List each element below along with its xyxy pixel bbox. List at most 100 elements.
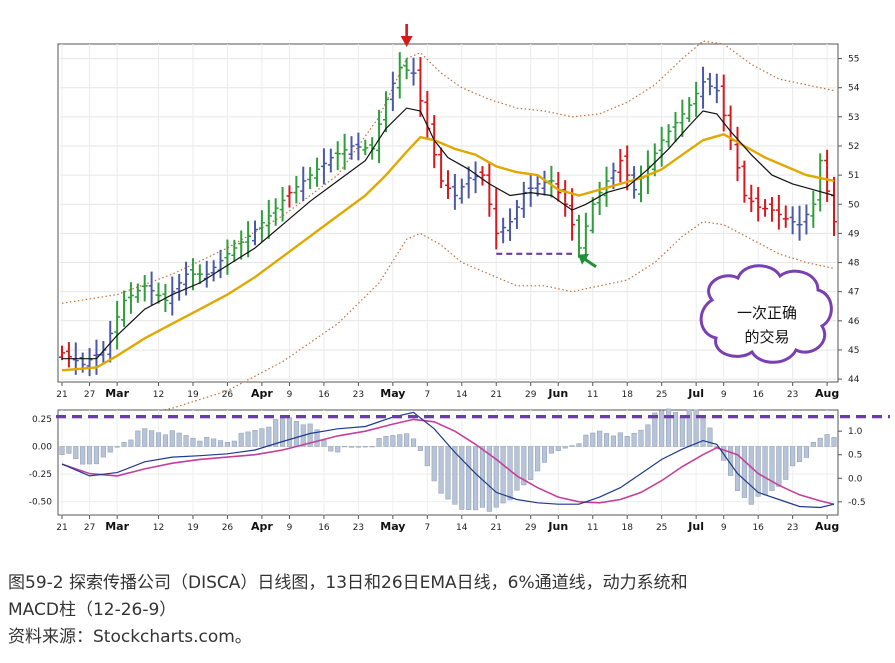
macd-histogram-bar: [190, 437, 196, 447]
macd-signal-line: [61, 418, 835, 505]
price-bar: [762, 199, 769, 217]
x-tick-label: Jul: [687, 387, 704, 400]
x-tick-label: 21: [56, 523, 67, 533]
macd-histogram-bar: [155, 432, 162, 447]
x-tick-label: 21: [491, 390, 502, 400]
macd-histogram-bar: [541, 446, 548, 463]
x-tick-label: Jun: [547, 520, 568, 533]
macd-histogram-bar: [355, 446, 361, 448]
price-bar: [741, 160, 748, 203]
envelope-lower-line: [61, 221, 835, 427]
macd-histogram-bar: [693, 409, 699, 447]
x-tick-label: 7: [424, 523, 430, 533]
price-bar: [121, 290, 128, 327]
macd-histogram-bar: [473, 446, 479, 511]
price-bar: [479, 166, 486, 186]
price-bar: [486, 162, 493, 217]
price-bar: [589, 197, 596, 234]
x-tick-label: May: [380, 387, 405, 400]
macd-histogram-bar: [328, 446, 334, 452]
macd-histogram-bar: [183, 435, 189, 447]
price-bar: [134, 283, 141, 303]
x-tick-label: 11: [587, 523, 598, 533]
price-bar: [686, 97, 693, 123]
green-arrow-shaft: [583, 257, 597, 269]
macd-right-tick-label: -0.5: [848, 498, 866, 508]
macd-histogram-bar: [169, 430, 175, 447]
caption-line-1: 图59-2 探索传播公司（DISCA）日线图，13日和26日EMA日线，6%通道…: [8, 573, 688, 593]
price-bar: [300, 166, 307, 202]
macd-histogram-bar: [73, 446, 79, 460]
price-bar: [548, 165, 555, 198]
price-bar: [665, 124, 672, 148]
x-tick-label: 21: [56, 390, 67, 400]
price-bar: [348, 136, 355, 160]
x-tick-label: Aug: [815, 387, 839, 400]
macd-histogram-bar: [410, 438, 417, 447]
price-bar: [527, 173, 534, 207]
macd-histogram-bar: [507, 446, 513, 501]
macd-histogram-bar: [583, 434, 589, 447]
price-bar: [575, 214, 582, 258]
macd-histogram-bar: [679, 415, 685, 447]
price-bar: [127, 282, 134, 314]
price-bar: [86, 348, 93, 377]
macd-histogram-bar: [824, 434, 830, 447]
price-y-tick-label: 53: [848, 113, 859, 123]
macd-histogram-bar: [831, 437, 837, 447]
macd-histogram-bar: [80, 446, 86, 465]
callout-line-1: 一次正确: [737, 304, 797, 322]
macd-histogram-bar: [238, 432, 244, 447]
macd-histogram-bar: [548, 446, 554, 454]
macd-histogram-bar: [528, 446, 534, 480]
price-bar: [500, 217, 507, 244]
x-tick-label: 19: [187, 390, 199, 400]
macd-histogram-bar: [438, 446, 444, 494]
x-tick-label: Mar: [105, 387, 129, 400]
x-tick-label: 9: [287, 523, 293, 533]
x-tick-label: 23: [353, 390, 364, 400]
price-bar: [65, 342, 72, 368]
macd-right-tick-label: 0.0: [848, 474, 863, 484]
macd-histogram-bar: [362, 446, 368, 448]
macd-histogram-bar: [810, 442, 816, 447]
macd-histogram-bar: [672, 412, 679, 447]
green-arrow-head: [578, 253, 590, 265]
macd-histogram-bar: [769, 446, 775, 491]
price-bar: [286, 185, 293, 208]
price-bar: [458, 178, 465, 204]
macd-histogram-bar: [259, 428, 265, 447]
macd-panel: 0.25 0.00 -0.25 -0.50 1.0 0.5 0.0 -0.5: [29, 408, 866, 516]
macd-histogram-bar: [369, 446, 375, 448]
macd-histogram-bar: [424, 446, 430, 467]
x-tick-label: Mar: [105, 520, 129, 533]
price-bar: [320, 148, 327, 185]
price-bar: [114, 300, 121, 350]
macd-histogram-bar: [390, 435, 396, 447]
price-bar: [155, 282, 162, 304]
macd-x-axis: 21 27 Mar 12 19 26 Apr 9 16 23 May 7 14 21 29 Jun 11 18 25…: [56, 515, 839, 533]
price-bar: [141, 275, 148, 302]
price-bar: [734, 126, 741, 182]
price-bar: [107, 320, 114, 363]
macd-histogram: [59, 408, 837, 512]
price-bar: [513, 199, 520, 229]
price-bar: [520, 181, 527, 218]
x-tick-label: 12: [153, 523, 164, 533]
price-bar: [810, 190, 817, 228]
macd-histogram-bar: [459, 446, 465, 510]
price-bar: [651, 143, 658, 177]
x-tick-label: 21: [491, 523, 502, 533]
x-tick-label: 16: [752, 523, 764, 533]
x-tick-label: 14: [456, 390, 468, 400]
price-bar: [396, 52, 403, 99]
macd-histogram-bar: [348, 446, 355, 448]
macd-lines: [61, 411, 835, 509]
macd-histogram-bar: [245, 431, 251, 447]
macd-histogram-bar: [535, 446, 541, 472]
x-tick-label: 25: [656, 523, 667, 533]
macd-left-tick-label: -0.50: [29, 498, 53, 508]
price-bar: [196, 264, 203, 285]
price-bar: [265, 199, 272, 239]
macd-histogram-bar: [776, 446, 782, 487]
